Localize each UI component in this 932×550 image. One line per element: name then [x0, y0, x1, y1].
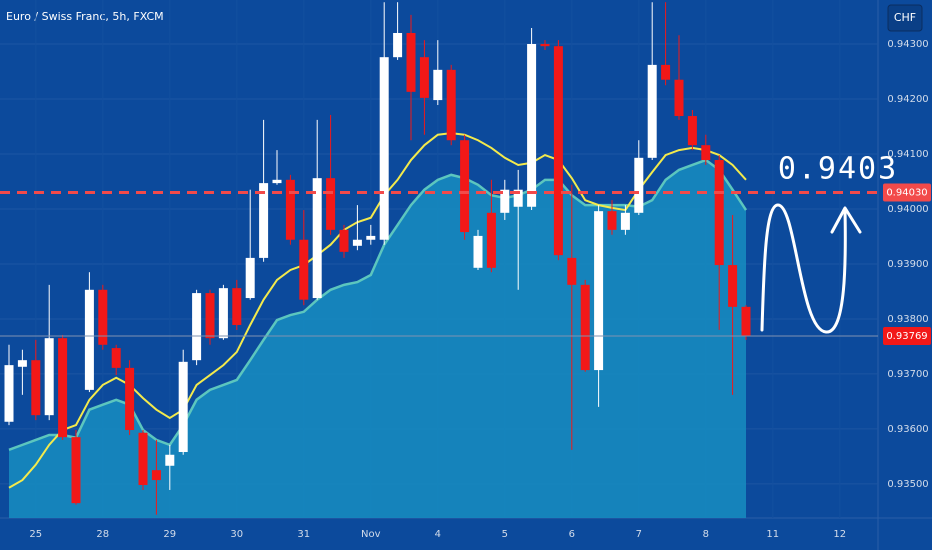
candle-body — [393, 32, 403, 58]
candle-body — [84, 289, 94, 390]
candle-body — [31, 360, 41, 416]
x-tick-label: 11 — [766, 529, 779, 540]
hand-drawn-arrow — [760, 203, 847, 334]
candle-body — [500, 189, 510, 213]
y-tick-label: 0.94000 — [887, 204, 928, 215]
candle-body — [594, 211, 604, 371]
overlay: 0.9403 CHF — [760, 4, 923, 334]
candle-body — [687, 116, 697, 146]
candle-body — [245, 257, 255, 299]
candle-body — [17, 360, 27, 367]
arrow-head — [830, 206, 862, 234]
candle-body — [419, 57, 429, 98]
y-tick-label: 0.94100 — [887, 149, 928, 160]
candle-body — [567, 257, 577, 285]
candle-body — [379, 57, 389, 240]
candle-body — [366, 235, 376, 240]
candle-body — [44, 338, 54, 416]
candle-body — [473, 235, 483, 268]
candle-body — [218, 288, 228, 339]
candle-body — [178, 361, 188, 453]
x-tick-label: 28 — [96, 529, 109, 540]
candle-body — [285, 179, 295, 240]
price-tag — [883, 183, 931, 202]
candle-body — [138, 432, 148, 486]
x-tick-label: 6 — [569, 529, 575, 540]
x-tick-label: 4 — [435, 529, 441, 540]
candle-body — [634, 157, 644, 213]
candle-body — [406, 32, 416, 92]
candle-body — [192, 293, 202, 361]
candle-body — [259, 183, 269, 258]
candle-body — [312, 178, 322, 299]
candle-body — [661, 64, 671, 80]
candle-body — [299, 239, 309, 300]
candle-body — [205, 293, 215, 339]
y-tick-label: 0.93900 — [887, 259, 928, 270]
candle-body — [71, 437, 81, 504]
candle-body — [433, 69, 443, 101]
candle-body — [165, 454, 175, 466]
candle-body — [647, 64, 657, 158]
candle-body — [607, 211, 617, 230]
candle-body — [4, 365, 14, 422]
x-tick-label: 31 — [297, 529, 310, 540]
y-tick-label: 0.93600 — [887, 424, 928, 435]
candle-body — [326, 178, 336, 230]
candle-body — [446, 69, 456, 141]
candle-body — [580, 284, 590, 371]
candle-body — [111, 348, 121, 368]
y-tick-label: 0.93700 — [887, 369, 928, 380]
candle-body — [540, 43, 550, 47]
candle-body — [701, 145, 711, 161]
annotation: 0.9403 — [778, 152, 898, 187]
y-tick-label: 0.93500 — [887, 479, 928, 490]
x-tick-label: 7 — [636, 529, 642, 540]
x-tick-label: 5 — [502, 529, 508, 540]
y-tick-label: 0.94300 — [887, 39, 928, 50]
candle-body — [232, 288, 242, 325]
candle-body — [98, 289, 108, 345]
x-tick-label: 8 — [703, 529, 709, 540]
x-tick-label: 25 — [29, 529, 42, 540]
y-tick-label: 0.94200 — [887, 94, 928, 105]
x-tick-label: Nov — [361, 529, 381, 540]
price-tag-label: 0.94030 — [886, 187, 927, 198]
candle-body — [728, 265, 738, 307]
candle-body — [125, 367, 135, 431]
candle-body — [486, 212, 496, 268]
price-tag-label: 0.93769 — [886, 331, 927, 342]
candle-body — [339, 229, 349, 252]
candle-body — [151, 470, 161, 481]
candle-body — [714, 160, 724, 266]
candle-body — [620, 212, 630, 230]
currency-button[interactable] — [887, 4, 923, 32]
candle-body — [674, 79, 684, 117]
candle-body — [513, 189, 523, 207]
candle-body — [58, 338, 68, 438]
candle-body — [460, 140, 470, 233]
candle-body — [527, 43, 537, 207]
x-tick-label: 29 — [163, 529, 176, 540]
currency-label[interactable]: CHF — [894, 11, 916, 24]
price-tag — [883, 326, 931, 345]
candle-body — [272, 179, 282, 184]
x-tick-label: 12 — [833, 529, 846, 540]
candle-body — [741, 306, 751, 336]
candle-body — [553, 46, 563, 256]
chart-title: Euro / Swiss Franc, 5h, FXCM — [6, 10, 164, 23]
y-tick-label: 0.93800 — [887, 314, 928, 325]
x-tick-label: 30 — [230, 529, 243, 540]
candle-body — [352, 239, 362, 246]
